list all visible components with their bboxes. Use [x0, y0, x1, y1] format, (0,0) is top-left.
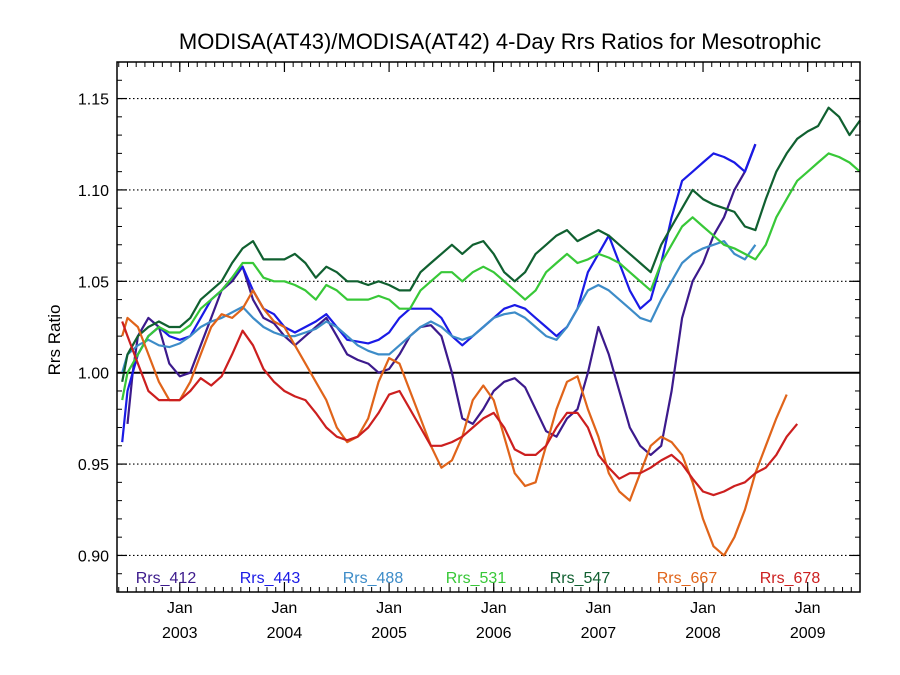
x-tick-month: Jan	[585, 600, 611, 617]
y-tick-label: 1.05	[78, 274, 109, 291]
x-axis-ticks: Jan 2003 Jan 2004 Jan 2005 Jan 2006 Jan 2007 Jan 20…	[118, 62, 861, 642]
data-series	[121, 106, 861, 557]
legend-entry-rrs-667: Rrs_667	[657, 570, 718, 587]
x-tick-year: 2009	[790, 625, 826, 642]
legend-entry-rrs-488: Rrs_488	[343, 570, 404, 587]
legend: Rrs_412 Rrs_443 Rrs_488 Rrs_531 Rrs_547 Rrs_6…	[136, 570, 821, 587]
y-axis-ticks: 0.90 0.95 1.00 1.05 1.10 1.15	[78, 61, 860, 593]
x-tick-year: 2005	[371, 625, 407, 642]
y-tick-label: 0.95	[78, 457, 109, 474]
series-line-rrs-488	[121, 240, 757, 374]
series-line-rrs-531	[121, 152, 861, 401]
plot-frame	[116, 61, 861, 593]
x-tick-year: 2004	[267, 625, 303, 642]
y-tick-label: 1.15	[78, 92, 109, 109]
legend-entry-rrs-678: Rrs_678	[760, 570, 821, 587]
legend-entry-rrs-412: Rrs_412	[136, 570, 197, 587]
series-line-rrs-547	[121, 106, 861, 383]
chart-title: MODISA(AT43)/MODISA(AT42) 4-Day Rrs Rati…	[179, 29, 821, 54]
gridlines	[117, 97, 860, 557]
x-tick-year: 2006	[476, 625, 512, 642]
x-tick-month: Jan	[690, 600, 716, 617]
x-tick-month: Jan	[481, 600, 507, 617]
x-tick-month: Jan	[376, 600, 402, 617]
series-line-rrs-667	[121, 289, 788, 557]
legend-entry-rrs-547: Rrs_547	[550, 570, 611, 587]
legend-entry-rrs-531: Rrs_531	[446, 570, 507, 587]
x-tick-year: 2008	[685, 625, 721, 642]
y-tick-label: 1.10	[78, 183, 109, 200]
y-axis-label: Rrs Ratio	[45, 305, 64, 376]
x-tick-year: 2003	[162, 625, 198, 642]
series-line-rrs-678	[121, 321, 799, 497]
x-tick-year: 2007	[581, 625, 617, 642]
y-tick-label: 0.90	[78, 548, 109, 565]
x-tick-month: Jan	[167, 600, 193, 617]
legend-entry-rrs-443: Rrs_443	[240, 570, 301, 587]
x-tick-month: Jan	[795, 600, 821, 617]
x-tick-month: Jan	[272, 600, 298, 617]
y-tick-label: 1.00	[78, 366, 109, 383]
